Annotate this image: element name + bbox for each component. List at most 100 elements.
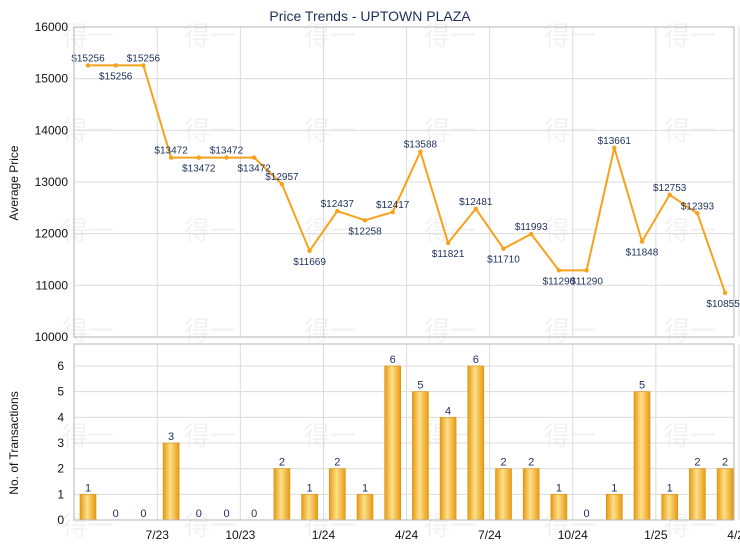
price-data-label: $13588 bbox=[404, 140, 438, 151]
transactions-data-label: 1 bbox=[362, 482, 368, 494]
price-point bbox=[307, 248, 312, 253]
watermark-glyph: 得一 bbox=[184, 317, 236, 347]
transactions-bar bbox=[633, 391, 651, 521]
price-data-label: $15256 bbox=[99, 71, 133, 82]
price-data-label: $12957 bbox=[265, 172, 299, 183]
price-data-label: $12481 bbox=[459, 197, 493, 208]
price-point bbox=[639, 239, 645, 244]
price-line-series bbox=[85, 63, 728, 296]
transactions-data-label: 2 bbox=[500, 457, 506, 469]
price-data-label: $12753 bbox=[653, 183, 687, 194]
price-data-label: $12258 bbox=[348, 226, 382, 237]
watermark-glyph: 得一 bbox=[184, 422, 236, 452]
transactions-plot-frame bbox=[73, 343, 735, 521]
x-tick-label: 10/23 bbox=[225, 528, 255, 542]
price-point bbox=[445, 240, 451, 246]
transactions-bar bbox=[328, 468, 346, 521]
x-axis-ticks: 7/23 10/23 1/24 4/24 7/24 10/24 1/25 4/25 bbox=[146, 528, 740, 542]
price-y-tick-label: 13000 bbox=[35, 175, 69, 189]
price-y-tick-label: 14000 bbox=[35, 123, 69, 137]
price-point bbox=[612, 145, 617, 151]
watermark-glyph: 得一 bbox=[62, 217, 114, 247]
price-point bbox=[168, 155, 174, 160]
transactions-bar bbox=[79, 494, 97, 521]
watermark-glyph: 得一 bbox=[62, 317, 114, 347]
transactions-data-label: 1 bbox=[556, 482, 562, 494]
price-y-axis-label: Average Price bbox=[7, 145, 21, 220]
watermark-glyph: 得一 bbox=[304, 422, 356, 452]
transactions-y-tick-label: 4 bbox=[57, 410, 64, 424]
price-data-label: $12417 bbox=[376, 200, 410, 211]
price-y-tick-label: 15000 bbox=[35, 72, 69, 86]
watermark-glyph: 得一 bbox=[184, 117, 236, 147]
price-point bbox=[362, 218, 368, 223]
watermark-glyph: 得一 bbox=[62, 422, 114, 452]
transactions-data-label: 5 bbox=[417, 380, 423, 392]
watermark-glyph: 得一 bbox=[664, 422, 716, 452]
price-point bbox=[473, 206, 478, 212]
transactions-data-label: 1 bbox=[85, 482, 91, 494]
transactions-bar-labels: 1 0 0 3 0 0 0 2 1 2 1 6 5 4 6 2 2 1 0 1 5 1 2 2 bbox=[85, 354, 728, 520]
price-data-label: $13472 bbox=[182, 164, 216, 175]
transactions-bar bbox=[384, 365, 402, 521]
transactions-data-label: 1 bbox=[611, 482, 617, 494]
transactions-data-label: 0 bbox=[251, 508, 257, 520]
price-point bbox=[529, 231, 534, 237]
watermark-glyph: 得一 bbox=[62, 117, 114, 147]
watermark-glyph: 得一 bbox=[544, 217, 596, 247]
price-point-labels: $15256 $15256 $15256 $13472 $13472 $13472 $134… bbox=[71, 53, 740, 309]
transactions-data-label: 2 bbox=[528, 457, 534, 469]
transactions-bar bbox=[689, 468, 706, 521]
x-tick-label: 4/24 bbox=[395, 528, 419, 542]
transactions-bar bbox=[495, 468, 512, 521]
price-point bbox=[584, 268, 589, 273]
price-data-label: $11993 bbox=[515, 222, 548, 233]
watermark-glyph: 得一 bbox=[184, 512, 236, 542]
price-data-label: $10855 bbox=[706, 299, 740, 310]
transactions-data-label: 0 bbox=[140, 508, 146, 520]
price-data-label: $11710 bbox=[487, 255, 520, 266]
transactions-y-tick-label: 3 bbox=[57, 436, 64, 450]
price-data-label: $13472 bbox=[154, 146, 188, 157]
transactions-bar bbox=[467, 365, 485, 521]
transactions-data-label: 2 bbox=[334, 457, 340, 469]
transactions-data-label: 3 bbox=[168, 431, 174, 443]
watermark-glyph: 得一 bbox=[664, 117, 716, 147]
chart-title: Price Trends - UPTOWN PLAZA bbox=[269, 8, 471, 24]
price-y-tick-label: 16000 bbox=[35, 20, 69, 34]
transactions-bar bbox=[162, 442, 180, 521]
price-point bbox=[722, 290, 728, 296]
price-data-label: $15256 bbox=[71, 53, 105, 64]
transactions-y-tick-label: 5 bbox=[57, 385, 64, 399]
transactions-bar bbox=[273, 468, 291, 521]
price-point bbox=[196, 155, 201, 160]
price-data-label: $13661 bbox=[598, 136, 632, 147]
price-data-label: $11848 bbox=[626, 248, 659, 259]
x-tick-label: 1/25 bbox=[644, 528, 668, 542]
transactions-bar bbox=[605, 494, 623, 521]
price-point bbox=[418, 149, 423, 154]
transactions-data-label: 0 bbox=[223, 508, 229, 520]
price-data-label: $11669 bbox=[293, 257, 326, 268]
watermark-glyph: 得一 bbox=[544, 117, 596, 147]
price-point bbox=[390, 209, 395, 215]
transactions-y-axis-label: No. of Transactions bbox=[7, 391, 21, 494]
watermark-glyph: 得一 bbox=[544, 317, 596, 347]
x-tick-label: 7/24 bbox=[478, 528, 502, 542]
transactions-bar bbox=[301, 494, 318, 521]
price-data-label: $11290 bbox=[570, 276, 603, 287]
watermark-glyph: 得一 bbox=[544, 422, 596, 452]
price-point bbox=[85, 63, 91, 68]
price-y-tick-label: 12000 bbox=[35, 227, 69, 241]
x-tick-label: 7/23 bbox=[146, 528, 170, 542]
price-y-tick-label: 11000 bbox=[36, 278, 69, 292]
watermark-glyph: 得一 bbox=[664, 317, 716, 347]
watermark-glyph: 得一 bbox=[304, 117, 356, 147]
price-data-label: $12393 bbox=[681, 201, 715, 212]
price-data-label: $11821 bbox=[432, 249, 465, 260]
transactions-bar bbox=[439, 417, 457, 521]
transactions-bar bbox=[661, 494, 679, 521]
transactions-data-label: 1 bbox=[307, 482, 313, 494]
transactions-bars bbox=[79, 365, 734, 521]
price-data-label: $11290 bbox=[543, 276, 576, 287]
